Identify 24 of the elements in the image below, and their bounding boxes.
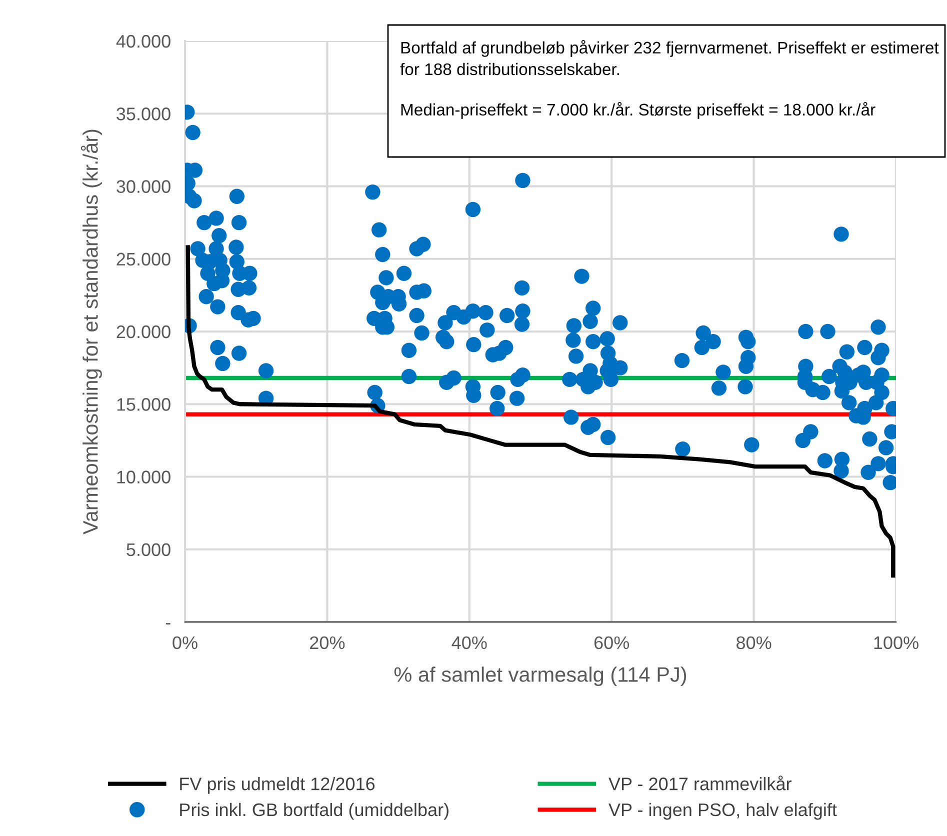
x-tick-label: 20% [310,636,345,650]
x-tick-label: 100% [874,636,918,650]
x-tick-label: 40% [452,636,487,650]
x-tick-label: 60% [594,636,630,650]
annotation: Bortfald af grundbeløb påvirker 232 fjernvarmenet. Priseffekt er estimeret for 188 distributionsselskaber. [400,40,939,76]
y-tick-label: 30.000 [116,180,170,193]
y-tick-label: 20.000 [116,325,170,338]
legend-label: VP - ingen PSO, halv elafgift [608,802,837,820]
x-tick-label: 80% [736,636,772,650]
y-tick-label: 15.000 [117,398,170,411]
legend-label: Pris inkl. GB bortfald (umiddelbar) [180,802,448,820]
y-tick-label: 5.000 [126,543,170,556]
x-tick-label: 0% [172,636,198,650]
annotation: Median-priseffekt = 7.000 kr./år. Største priseffekt = 18.000 kr./år [401,102,876,119]
line-series [186,245,896,578]
y-tick-label: 40.000 [116,34,170,48]
y-tick-label: 35.000 [116,108,170,120]
x-axis-title: % af samlet varmesalg (114 PJ) [394,666,686,686]
legend-label: FV pris udmeldt 12/2016 [180,777,375,794]
y-tick-label: 25.000 [116,252,170,266]
y-tick-label: - [166,623,170,624]
legend-label: VP - 2017 rammevilkår [608,776,792,790]
y-tick-label: 10.000 [117,470,170,484]
y-axis-title: Varmeomkostning for et standardhus (kr./år) [80,130,102,534]
